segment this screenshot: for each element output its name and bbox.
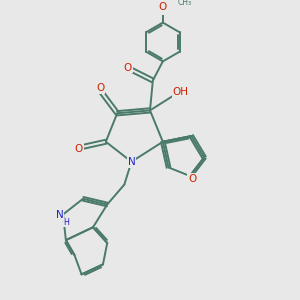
Text: O: O <box>188 174 196 184</box>
Text: O: O <box>75 144 83 154</box>
Text: O: O <box>159 2 167 12</box>
Text: O: O <box>124 63 132 73</box>
Text: O: O <box>96 83 104 93</box>
Text: H: H <box>63 218 69 227</box>
Text: OH: OH <box>172 87 188 97</box>
Text: CH₃: CH₃ <box>178 0 192 7</box>
Text: N: N <box>56 210 64 220</box>
Text: N: N <box>128 157 135 167</box>
